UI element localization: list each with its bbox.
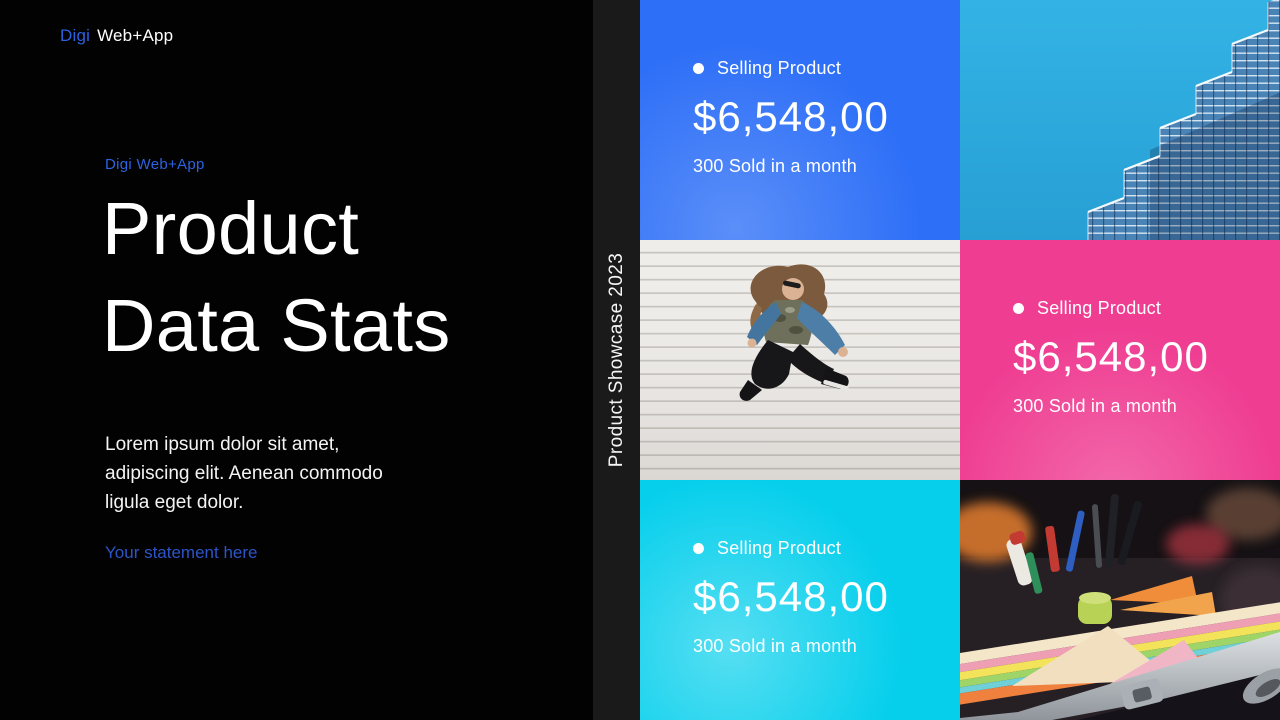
stat-tile-cyan: Selling Product $6,548,00 300 Sold in a …	[640, 480, 960, 720]
stat-label: Selling Product	[717, 58, 842, 78]
statement-link[interactable]: Your statement here	[105, 543, 258, 562]
bullet-dot-icon	[1013, 303, 1024, 314]
stat-label: Selling Product	[1037, 298, 1162, 318]
page-title-line2: Data Stats	[102, 284, 451, 367]
brand-logo-rest: Web+App	[97, 26, 174, 45]
stat-price: $6,548,00	[693, 573, 889, 620]
stat-tile-blue: Selling Product $6,548,00 300 Sold in a …	[640, 0, 960, 240]
stat-price: $6,548,00	[1013, 333, 1209, 380]
person-image	[640, 240, 960, 480]
stationery-illustration	[960, 480, 1280, 720]
stat-price: $6,548,00	[693, 93, 889, 140]
stat-label-row: Selling Product	[693, 538, 940, 559]
stat-sold: 300 Sold in a month	[693, 156, 857, 176]
brand-logo: Digi Web+App	[60, 26, 173, 46]
showcase-grid: Selling Product $6,548,00 300 Sold in a …	[640, 0, 1280, 720]
spine-label: Product Showcase 2023	[605, 252, 627, 468]
spine-strip: Product Showcase 2023	[593, 0, 640, 720]
skyscraper-image	[960, 0, 1280, 240]
stat-sold: 300 Sold in a month	[693, 636, 857, 656]
stat-sold: 300 Sold in a month	[1013, 396, 1177, 416]
eyebrow-label: Digi Web+App	[105, 156, 205, 173]
bullet-dot-icon	[693, 63, 704, 74]
stationery-image	[960, 480, 1280, 720]
skyscraper-illustration	[960, 0, 1280, 240]
stat-label-row: Selling Product	[1013, 298, 1260, 319]
description-text: Lorem ipsum dolor sit amet, adipiscing e…	[105, 434, 383, 513]
stat-tile-pink: Selling Product $6,548,00 300 Sold in a …	[960, 240, 1280, 480]
bullet-dot-icon	[693, 543, 704, 554]
left-panel: Digi Web+App Digi Web+App Product Data St…	[0, 0, 593, 720]
stat-label: Selling Product	[717, 538, 842, 558]
page-title-line1: Product	[102, 187, 360, 270]
brand-logo-accent: Digi	[60, 26, 91, 45]
stat-label-row: Selling Product	[693, 58, 940, 79]
person-illustration	[640, 240, 960, 480]
page-title: Product Data Stats	[102, 180, 451, 374]
